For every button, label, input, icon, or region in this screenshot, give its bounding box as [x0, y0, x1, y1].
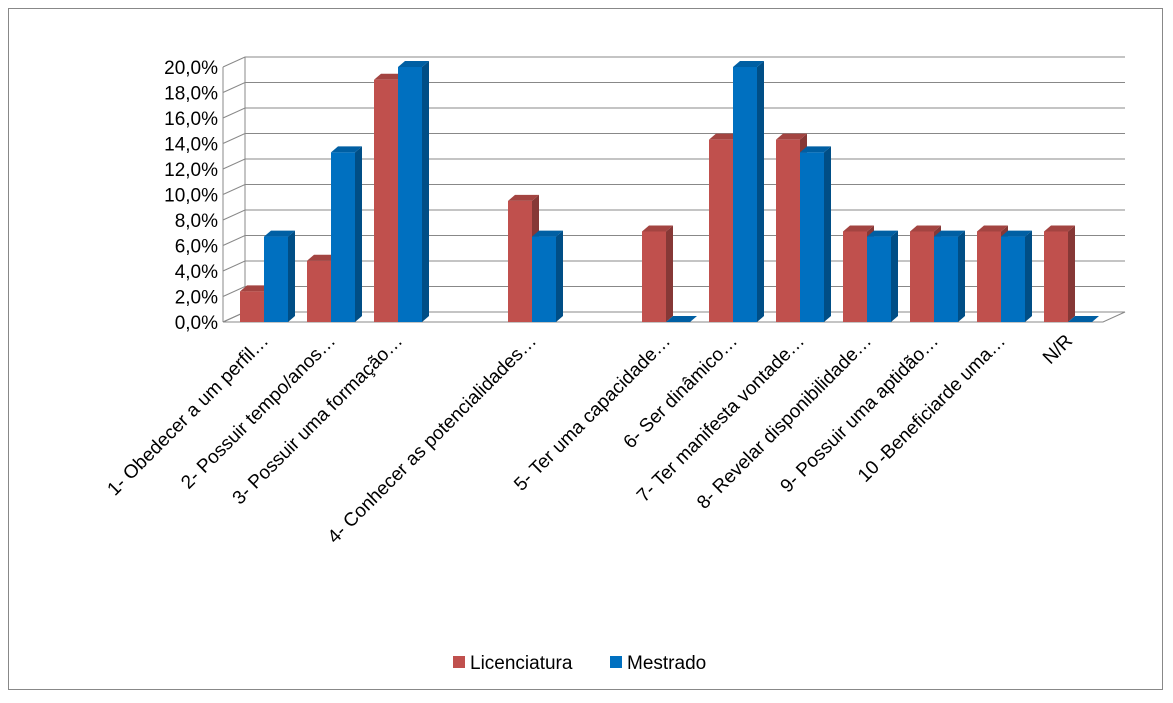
y-tick-label: 2,0%: [175, 288, 218, 309]
grid-line: [222, 158, 1125, 170]
y-tick-label: 0,0%: [175, 313, 218, 334]
bar: [800, 146, 831, 322]
bar: [398, 61, 429, 322]
bar-top: [843, 225, 874, 232]
bar: [331, 146, 362, 322]
bar-front: [934, 236, 958, 322]
bar-top: [642, 225, 673, 232]
bar-top: [240, 285, 271, 292]
bar-front: [307, 260, 331, 322]
grid-line: [222, 235, 1125, 246]
bar-top: [264, 230, 295, 237]
bar: [867, 230, 898, 322]
legend-label: Mestrado: [627, 653, 706, 674]
bar-front: [733, 67, 757, 322]
bar-top: [934, 230, 965, 237]
bar-top: [709, 133, 740, 140]
y-tick-label: 16,0%: [164, 109, 218, 130]
bar-front: [977, 231, 1001, 322]
legend-swatch: [610, 656, 622, 668]
bar: [642, 225, 673, 322]
bar-front: [843, 231, 867, 322]
grid-line: [222, 286, 1125, 297]
bar: [934, 230, 965, 322]
bar: [1068, 316, 1099, 322]
bar-front: [776, 139, 800, 322]
bar-side: [958, 230, 965, 322]
bar-top: [398, 61, 429, 67]
bar-front: [642, 231, 666, 322]
bar-front: [910, 231, 934, 322]
bar: [666, 316, 697, 322]
bar-side: [824, 146, 831, 322]
bar-front: [800, 152, 824, 322]
bar-top: [331, 146, 362, 153]
bar-top: [508, 194, 539, 201]
bar-top: [1068, 316, 1099, 322]
bar-top: [666, 316, 697, 322]
grid-line: [222, 56, 1125, 68]
y-tick-label: 18,0%: [164, 84, 218, 105]
y-tick-label: 20,0%: [164, 58, 218, 79]
bar-side: [355, 146, 362, 322]
y-tick-label: 12,0%: [164, 160, 218, 181]
bar-front: [240, 291, 264, 322]
bar-front: [264, 236, 288, 322]
grid-line: [222, 184, 1125, 195]
bar-top: [1001, 230, 1032, 237]
bar-side: [1068, 225, 1075, 322]
bar-front: [1001, 236, 1025, 322]
bar-front: [398, 67, 422, 322]
legend-label: Licenciatura: [470, 653, 573, 674]
bar-side: [666, 225, 673, 322]
y-tick-label: 6,0%: [175, 237, 218, 258]
bar: [264, 230, 295, 322]
bar-side: [1025, 230, 1032, 322]
bar-top: [867, 230, 898, 237]
bar-side: [757, 61, 764, 322]
bar-top: [776, 133, 807, 140]
bar: [1044, 225, 1075, 322]
y-tick-label: 4,0%: [175, 262, 218, 283]
bar-front: [867, 236, 891, 322]
y-tick-label: 14,0%: [164, 135, 218, 156]
bar: [532, 230, 563, 322]
grid-line: [222, 107, 1125, 119]
grid-line: [222, 82, 1125, 93]
bar-side: [422, 61, 429, 322]
bar-side: [556, 230, 563, 322]
bar-top: [977, 225, 1008, 232]
bar-top: [532, 230, 563, 237]
bar-side: [891, 230, 898, 322]
bar-top: [374, 73, 405, 80]
bar-front: [709, 139, 733, 322]
bar-top: [800, 146, 831, 153]
bar-side: [288, 230, 295, 322]
bar-front: [508, 200, 532, 322]
y-tick-label: 10,0%: [164, 186, 218, 207]
bar-top: [733, 61, 764, 67]
y-tick-label: 8,0%: [175, 211, 218, 232]
bar-front: [331, 152, 355, 322]
bar-front: [1044, 231, 1068, 322]
bar: [1001, 230, 1032, 322]
grid-line: [222, 133, 1125, 144]
bar-top: [910, 225, 941, 232]
bar-front: [532, 236, 556, 322]
bar-top: [1044, 225, 1075, 232]
bar: [733, 61, 764, 322]
grid-line: [222, 260, 1125, 272]
chart-frame: [8, 8, 1163, 690]
grid-line: [222, 209, 1125, 221]
bar-front: [374, 79, 398, 322]
bar-top: [307, 254, 338, 261]
legend-swatch: [453, 656, 465, 668]
